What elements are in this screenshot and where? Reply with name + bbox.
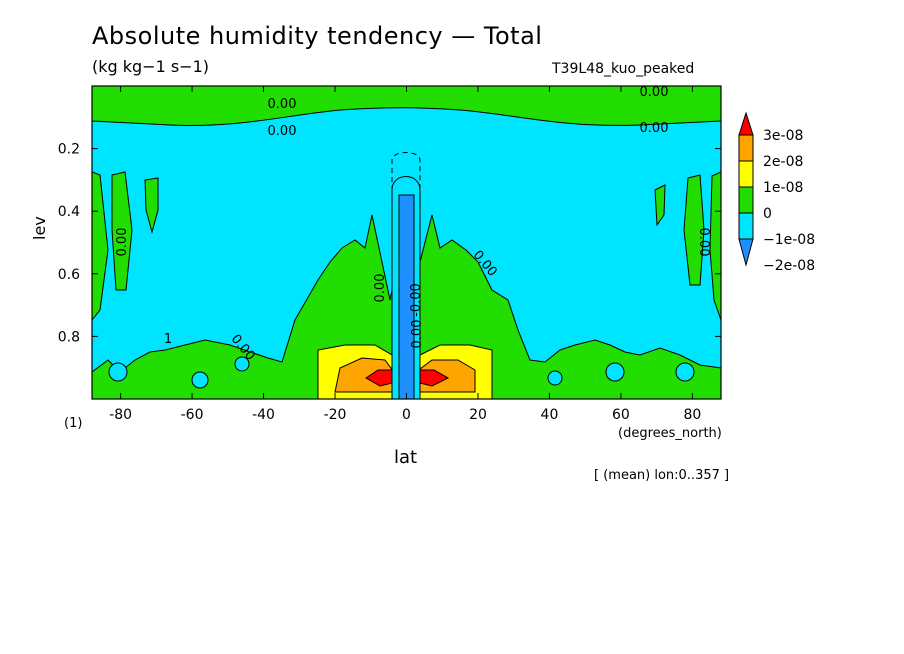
mean-note: [ (mean) lon:0..357 ]: [594, 468, 730, 483]
colorbar-label: −1e-08: [763, 232, 815, 248]
negative-contour-line: [391, 152, 421, 380]
equatorial-strong-negative: [398, 194, 415, 399]
colorbar-segment: [738, 186, 754, 214]
east-blob: [654, 184, 666, 227]
x-tick-label: 80: [683, 407, 701, 423]
y-tick-label: 0.8: [58, 329, 80, 345]
negative-pocket: [108, 362, 128, 382]
colorbar-segment: [738, 134, 754, 162]
colorbar-label: 3e-08: [763, 128, 803, 144]
east-sliver: [683, 174, 705, 286]
chart-units: (kg kg−1 s−1): [92, 57, 210, 76]
x-axis: -80 -60 -40 -20 0 20 40 60 80: [109, 86, 701, 423]
negative-pocket: [675, 362, 695, 382]
colorbar-label: 1e-08: [763, 180, 803, 196]
colorbar-label: −2e-08: [763, 258, 815, 274]
contour-label: 0.00: [410, 320, 425, 349]
scale-note: (1): [64, 416, 83, 431]
x-tick-label: 40: [541, 407, 559, 423]
x-tick-label: -80: [109, 407, 132, 423]
x-tick-label: 60: [612, 407, 630, 423]
negative-pocket: [547, 370, 563, 386]
contour-label: 0.00: [115, 228, 130, 257]
colorbar: 3e-08 2e-08 1e-08 0 −1e-08 −2e-08: [738, 111, 815, 274]
contour-label: 0.00: [268, 124, 297, 139]
y-axis: 0.2 0.4 0.6 0.8: [58, 142, 721, 345]
contour-label: -0.00: [409, 283, 424, 317]
east-edge-sliver: [709, 171, 721, 321]
x-tick-label: 20: [469, 407, 487, 423]
contour-label: 0.00: [268, 97, 297, 112]
west-blob: [144, 177, 159, 234]
contour-fills: [92, 86, 721, 399]
x-axis-unit: (degrees_north): [618, 426, 722, 441]
x-tick-label: -40: [252, 407, 275, 423]
contour-label: 1: [164, 332, 172, 347]
contour-label: 0.00: [640, 85, 669, 100]
y-tick-label: 0.6: [58, 267, 80, 283]
y-tick-label: 0.2: [58, 142, 80, 158]
run-name: T39L48_kuo_peaked: [552, 61, 695, 77]
colorbar-segment: [738, 160, 754, 188]
chart-title: Absolute humidity tendency — Total: [92, 22, 543, 50]
colorbar-extend-bottom: [738, 238, 754, 267]
contour-label: 0.00: [696, 228, 711, 257]
x-tick-label: 0: [402, 407, 411, 423]
colorbar-segment: [738, 212, 754, 240]
x-tick-label: -20: [324, 407, 347, 423]
y-tick-label: 0.4: [58, 204, 80, 220]
negative-pocket: [234, 356, 250, 372]
colorbar-extend-top: [738, 111, 754, 136]
west-edge-sliver: [92, 171, 109, 321]
negative-pocket: [605, 362, 625, 382]
top-positive-band: [92, 86, 721, 126]
contour-label: 0.00: [640, 121, 669, 136]
contour-label: 0.00: [373, 274, 388, 303]
x-axis-label: lat: [394, 447, 418, 468]
west-sliver: [111, 171, 133, 291]
colorbar-label: 2e-08: [763, 154, 803, 170]
x-tick-label: -60: [181, 407, 204, 423]
colorbar-label: 0: [763, 206, 772, 222]
negative-pocket: [191, 371, 209, 389]
